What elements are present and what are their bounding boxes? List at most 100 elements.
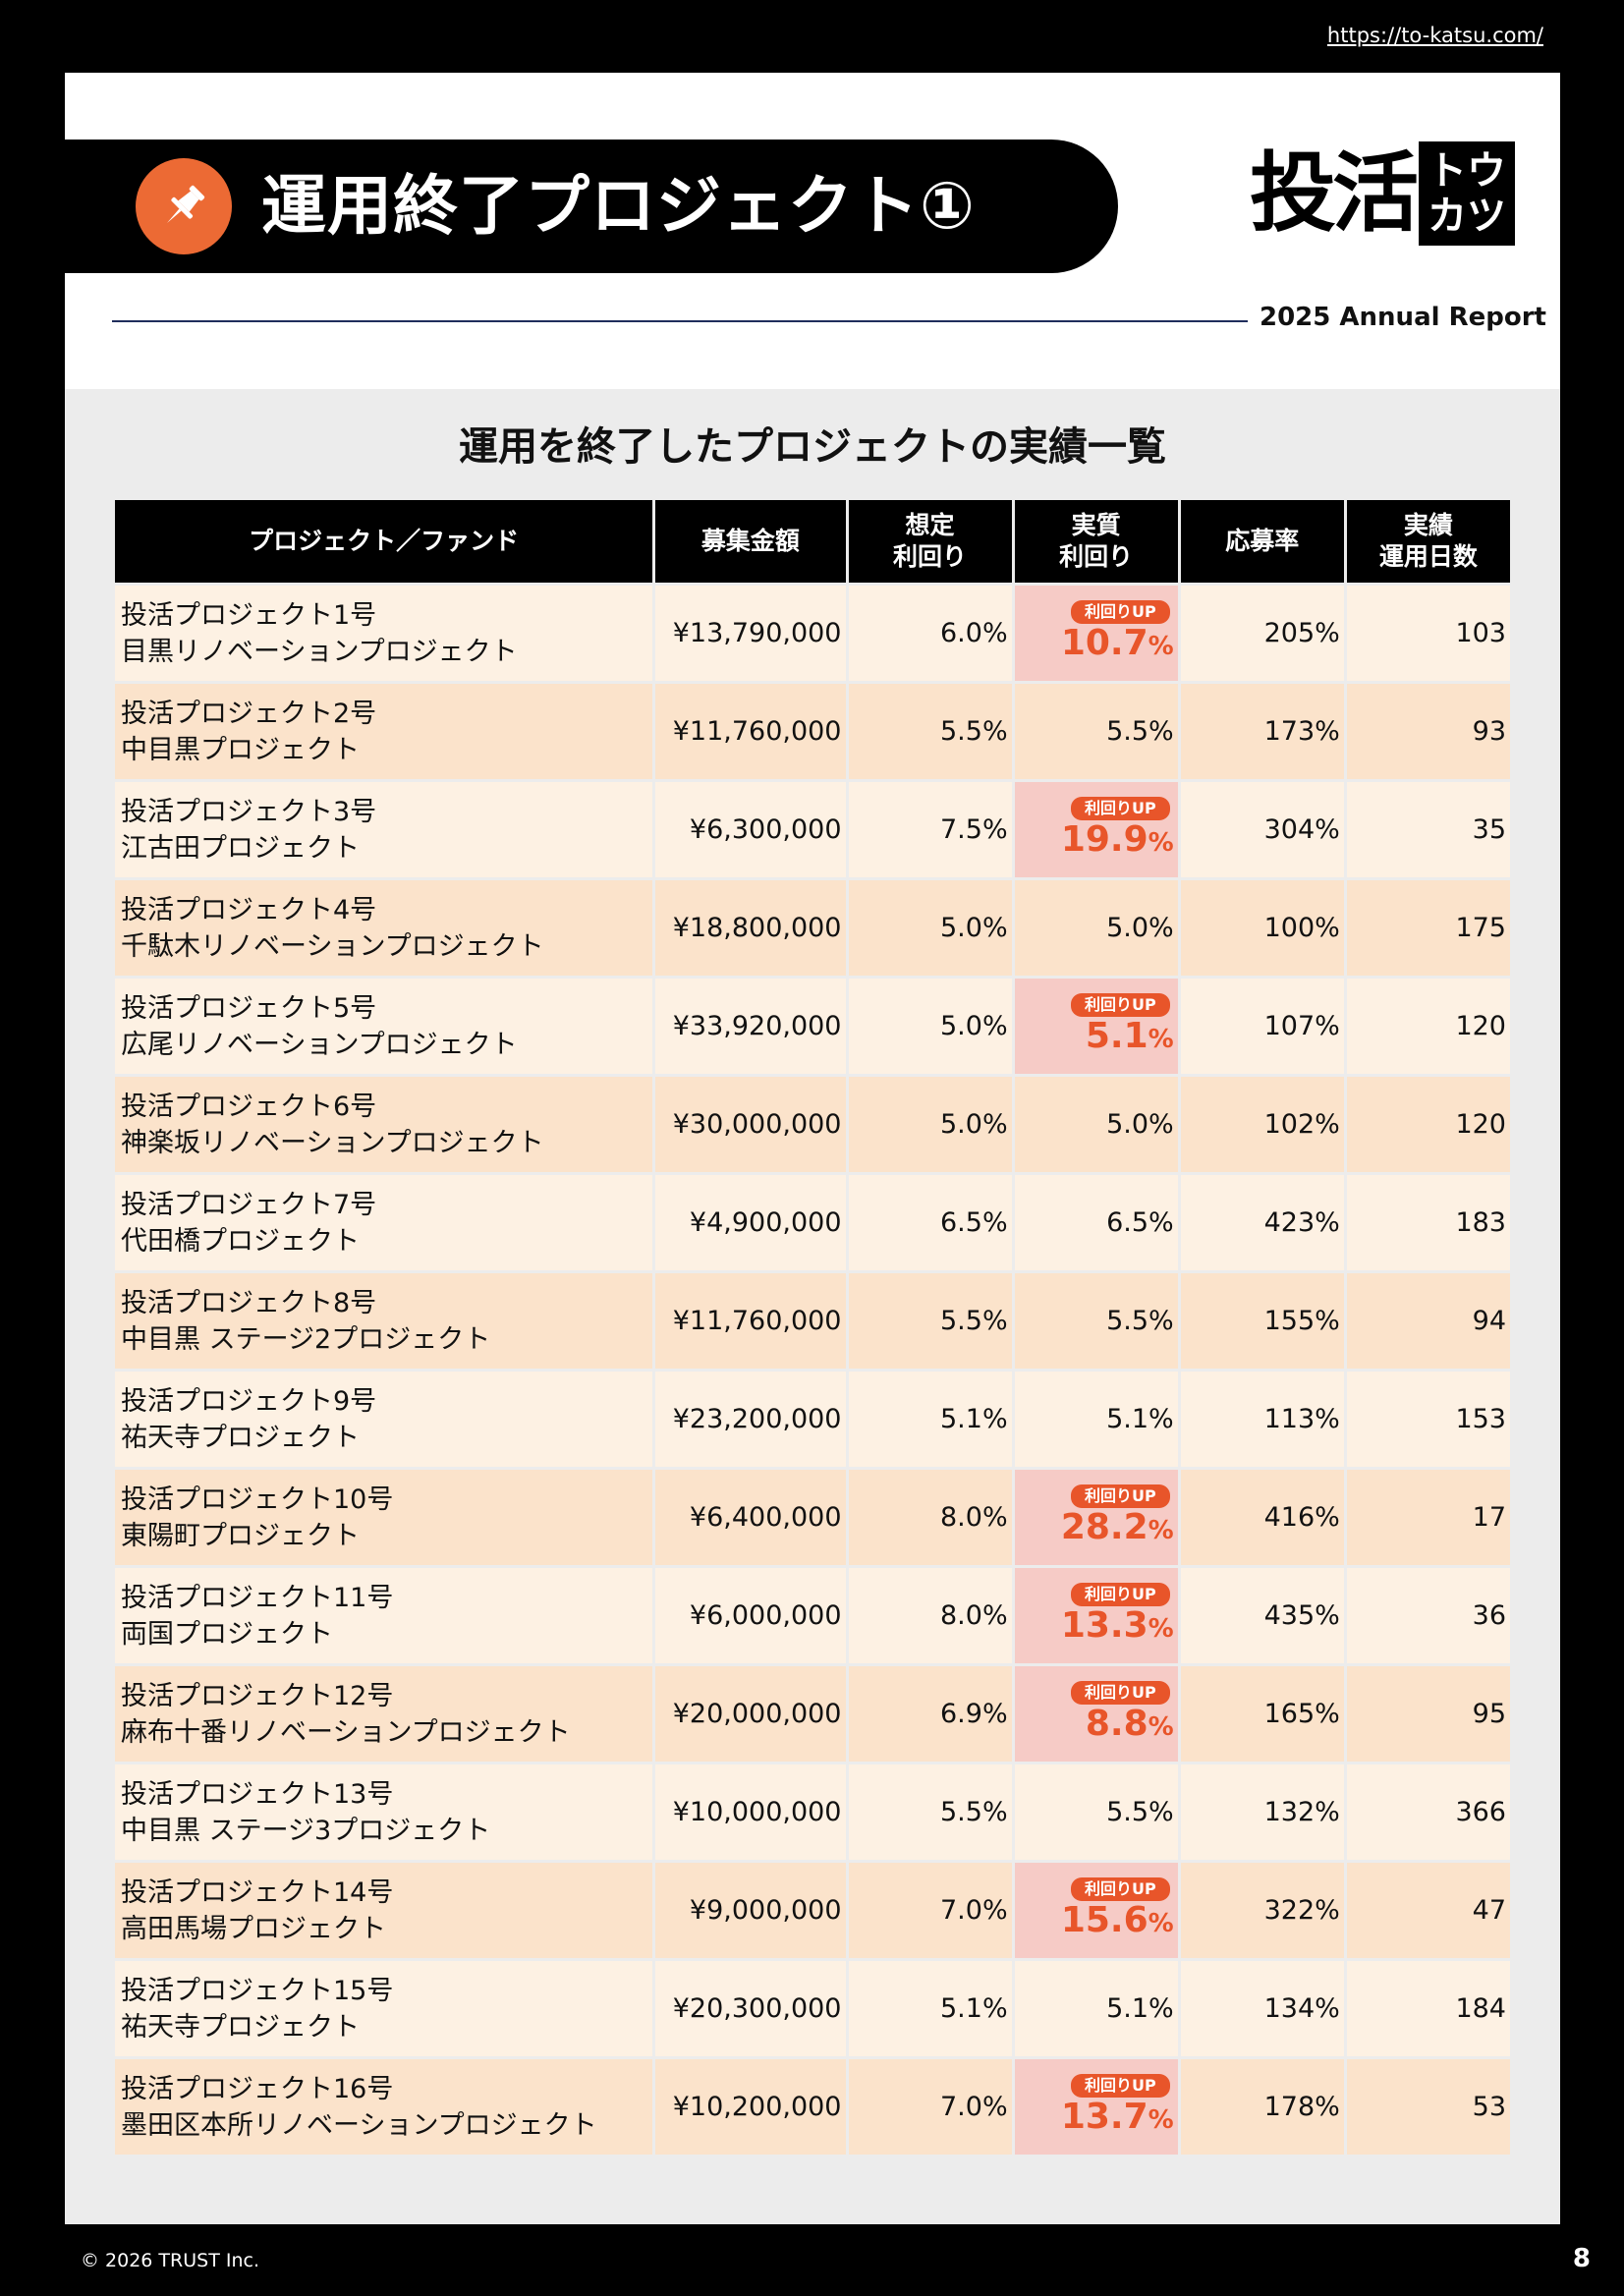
table-row: 投活プロジェクト6号 神楽坂リノベーションプロジェクト ¥30,000,000 5.0… bbox=[115, 1077, 1510, 1172]
actual-yield-up-value: 19.9% bbox=[1060, 819, 1174, 860]
project-title: 両国プロジェクト bbox=[121, 1618, 333, 1650]
operation-days-cell: 175 bbox=[1346, 880, 1510, 976]
project-title: 千駄木リノベーションプロジェクト bbox=[121, 930, 544, 962]
table-row: 投活プロジェクト11号 両国プロジェクト ¥6,000,000 8.0% 利回りUP 13… bbox=[115, 1568, 1510, 1663]
table-row: 投活プロジェクト3号 江古田プロジェクト ¥6,300,000 7.5% 利回りUP 19… bbox=[115, 782, 1510, 877]
operation-days-cell: 120 bbox=[1346, 1077, 1510, 1172]
application-rate-cell: 165% bbox=[1180, 1666, 1344, 1762]
yield-up-badge: 利回りUP bbox=[1070, 1877, 1170, 1901]
project-number: 投活プロジェクト15号 bbox=[121, 1975, 394, 2006]
operation-days-cell: 94 bbox=[1346, 1273, 1510, 1369]
header-divider bbox=[112, 320, 1248, 322]
project-number: 投活プロジェクト2号 bbox=[121, 698, 377, 729]
expected-yield-cell: 7.0% bbox=[848, 2059, 1012, 2155]
project-name-cell: 投活プロジェクト12号 麻布十番リノベーションプロジェクト bbox=[115, 1666, 653, 1762]
application-rate-cell: 416% bbox=[1180, 1470, 1344, 1565]
operation-days-cell: 183 bbox=[1346, 1175, 1510, 1270]
project-number: 投活プロジェクト16号 bbox=[121, 2073, 394, 2104]
amount-cell: ¥4,900,000 bbox=[655, 1175, 846, 1270]
header-operation-days: 実績 運用日数 bbox=[1346, 500, 1510, 583]
actual-yield-cell: 5.1% bbox=[1014, 1961, 1178, 2056]
project-title: 江古田プロジェクト bbox=[121, 832, 360, 864]
expected-yield-cell: 6.5% bbox=[848, 1175, 1012, 1270]
amount-cell: ¥20,000,000 bbox=[655, 1666, 846, 1762]
application-rate-cell: 134% bbox=[1180, 1961, 1344, 2056]
copyright: © 2026 TRUST Inc. bbox=[81, 2250, 259, 2271]
application-rate-cell: 107% bbox=[1180, 979, 1344, 1074]
actual-yield-up-value: 5.1% bbox=[1085, 1016, 1174, 1056]
logo-box-top: トウ bbox=[1428, 148, 1507, 194]
project-title: 広尾リノベーションプロジェクト bbox=[121, 1029, 518, 1060]
expected-yield-cell: 6.0% bbox=[848, 586, 1012, 681]
page-header: 運用終了プロジェクト① 投活 トウ カツ 2025 Annual Report bbox=[65, 73, 1560, 389]
header-application-rate: 応募率 bbox=[1180, 500, 1344, 583]
project-number: 投活プロジェクト12号 bbox=[121, 1680, 394, 1711]
project-name-cell: 投活プロジェクト7号 代田橋プロジェクト bbox=[115, 1175, 653, 1270]
application-rate-cell: 132% bbox=[1180, 1764, 1344, 1860]
amount-cell: ¥18,800,000 bbox=[655, 880, 846, 976]
expected-yield-cell: 5.5% bbox=[848, 1273, 1012, 1369]
table-row: 投活プロジェクト2号 中目黒プロジェクト ¥11,760,000 5.5% 5.5% 17… bbox=[115, 684, 1510, 779]
project-name-cell: 投活プロジェクト13号 中目黒 ステージ3プロジェクト bbox=[115, 1764, 653, 1860]
operation-days-cell: 93 bbox=[1346, 684, 1510, 779]
site-url-link[interactable]: https://to-katsu.com/ bbox=[1326, 24, 1543, 47]
page-number: 8 bbox=[1572, 2244, 1591, 2273]
actual-yield-cell: 5.0% bbox=[1014, 880, 1178, 976]
amount-cell: ¥23,200,000 bbox=[655, 1372, 846, 1467]
project-name-cell: 投活プロジェクト9号 祐天寺プロジェクト bbox=[115, 1372, 653, 1467]
application-rate-cell: 435% bbox=[1180, 1568, 1344, 1663]
project-number: 投活プロジェクト8号 bbox=[121, 1287, 377, 1318]
actual-yield-up-value: 28.2% bbox=[1060, 1507, 1174, 1547]
expected-yield-cell: 5.0% bbox=[848, 979, 1012, 1074]
amount-cell: ¥9,000,000 bbox=[655, 1863, 846, 1958]
table-row: 投活プロジェクト16号 墨田区本所リノベーションプロジェクト ¥10,200,000… bbox=[115, 2059, 1510, 2155]
actual-yield-cell: 利回りUP 10.7% bbox=[1014, 586, 1178, 681]
actual-yield-cell: 5.5% bbox=[1014, 1764, 1178, 1860]
actual-yield-up-value: 15.6% bbox=[1060, 1900, 1174, 1940]
project-title: 祐天寺プロジェクト bbox=[121, 1422, 360, 1453]
project-number: 投活プロジェクト1号 bbox=[121, 599, 377, 631]
actual-yield-up-value: 13.3% bbox=[1060, 1605, 1174, 1646]
amount-cell: ¥6,400,000 bbox=[655, 1470, 846, 1565]
title-bar: 運用終了プロジェクト① bbox=[65, 140, 1118, 273]
table-row: 投活プロジェクト7号 代田橋プロジェクト ¥4,900,000 6.5% 6.5% 423… bbox=[115, 1175, 1510, 1270]
pushpin-icon bbox=[136, 158, 232, 254]
actual-yield-cell: 6.5% bbox=[1014, 1175, 1178, 1270]
project-number: 投活プロジェクト3号 bbox=[121, 796, 377, 827]
project-number: 投活プロジェクト11号 bbox=[121, 1582, 394, 1613]
application-rate-cell: 304% bbox=[1180, 782, 1344, 877]
actual-yield-cell: 利回りUP 13.7% bbox=[1014, 2059, 1178, 2155]
yield-up-badge: 利回りUP bbox=[1070, 600, 1170, 624]
logo-box-bottom: カツ bbox=[1428, 194, 1507, 239]
amount-cell: ¥11,760,000 bbox=[655, 1273, 846, 1369]
application-rate-cell: 322% bbox=[1180, 1863, 1344, 1958]
application-rate-cell: 178% bbox=[1180, 2059, 1344, 2155]
operation-days-cell: 47 bbox=[1346, 1863, 1510, 1958]
operation-days-cell: 95 bbox=[1346, 1666, 1510, 1762]
project-title: 中目黒 ステージ3プロジェクト bbox=[121, 1815, 491, 1846]
yield-up-badge: 利回りUP bbox=[1070, 2074, 1170, 2098]
expected-yield-cell: 7.5% bbox=[848, 782, 1012, 877]
operation-days-cell: 35 bbox=[1346, 782, 1510, 877]
actual-yield-cell: 利回りUP 5.1% bbox=[1014, 979, 1178, 1074]
tokatsu-logo: 投活 トウ カツ bbox=[1250, 140, 1516, 248]
yield-up-badge: 利回りUP bbox=[1070, 1484, 1170, 1508]
project-number: 投活プロジェクト5号 bbox=[121, 992, 377, 1024]
application-rate-cell: 113% bbox=[1180, 1372, 1344, 1467]
table-row: 投活プロジェクト12号 麻布十番リノベーションプロジェクト ¥20,000,000 6… bbox=[115, 1666, 1510, 1762]
actual-yield-cell: 5.0% bbox=[1014, 1077, 1178, 1172]
application-rate-cell: 155% bbox=[1180, 1273, 1344, 1369]
amount-cell: ¥6,300,000 bbox=[655, 782, 846, 877]
expected-yield-cell: 5.0% bbox=[848, 1077, 1012, 1172]
table-row: 投活プロジェクト9号 祐天寺プロジェクト ¥23,200,000 5.1% 5.1% 11… bbox=[115, 1372, 1510, 1467]
project-name-cell: 投活プロジェクト6号 神楽坂リノベーションプロジェクト bbox=[115, 1077, 653, 1172]
project-name-cell: 投活プロジェクト3号 江古田プロジェクト bbox=[115, 782, 653, 877]
expected-yield-cell: 8.0% bbox=[848, 1568, 1012, 1663]
project-title: 祐天寺プロジェクト bbox=[121, 2011, 360, 2043]
project-title: 東陽町プロジェクト bbox=[121, 1520, 360, 1551]
project-name-cell: 投活プロジェクト10号 東陽町プロジェクト bbox=[115, 1470, 653, 1565]
project-number: 投活プロジェクト9号 bbox=[121, 1385, 377, 1417]
operation-days-cell: 103 bbox=[1346, 586, 1510, 681]
amount-cell: ¥10,200,000 bbox=[655, 2059, 846, 2155]
project-number: 投活プロジェクト14号 bbox=[121, 1876, 394, 1908]
